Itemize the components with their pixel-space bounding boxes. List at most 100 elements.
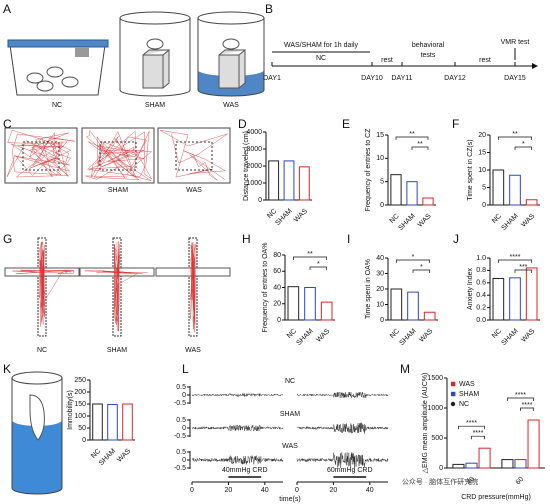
- cylinder: [197, 18, 265, 97]
- label: DAY11: [391, 75, 412, 82]
- label: 20: [330, 487, 338, 494]
- bar: [304, 287, 316, 321]
- label: 0: [295, 487, 299, 494]
- legend-marker: [451, 381, 456, 387]
- significance-bracket: [395, 259, 431, 263]
- label: 0: [182, 425, 186, 432]
- bar: [390, 288, 403, 321]
- label: SHAM: [108, 187, 128, 194]
- label: SHAM: [295, 328, 314, 347]
- emg-trace: [191, 392, 284, 398]
- label: 0.2: [476, 304, 486, 311]
- label: B: [265, 2, 273, 16]
- track: [160, 130, 228, 181]
- arena: [4, 127, 78, 184]
- label: 1.0: [476, 255, 486, 262]
- label: SHAM: [274, 208, 293, 227]
- label: 0.8: [476, 267, 486, 274]
- label: NC: [37, 347, 47, 354]
- cylinder-top: [11, 371, 63, 385]
- emg-trace: [296, 422, 389, 434]
- label: DAY15: [504, 75, 526, 82]
- label: 40: [261, 487, 269, 494]
- bar: [492, 169, 505, 206]
- emg-trace: [296, 391, 389, 399]
- bar: [509, 277, 521, 321]
- label: E: [342, 117, 350, 131]
- label: 40: [466, 476, 477, 487]
- bar: [527, 419, 540, 469]
- arrow: [532, 63, 538, 69]
- feeder: [75, 47, 89, 57]
- emg-trace: [191, 424, 284, 432]
- label: 0: [439, 465, 443, 472]
- significance-bracket: [411, 146, 429, 150]
- label: WAS: [418, 328, 434, 344]
- label: WAS: [116, 448, 132, 464]
- label: 0.5: [176, 417, 186, 424]
- label: 1000: [427, 405, 443, 412]
- label: NC: [90, 448, 102, 460]
- label: 200: [74, 389, 86, 396]
- label: C: [3, 117, 12, 131]
- label: WAS: [315, 328, 331, 344]
- cylinder: [119, 18, 191, 97]
- bar: [320, 301, 333, 321]
- label: NC: [36, 187, 46, 194]
- label: *: [412, 254, 415, 261]
- significance-bracket: [520, 407, 534, 411]
- label: 20: [478, 132, 486, 139]
- label: **: [512, 131, 518, 138]
- bar: [525, 199, 538, 206]
- label: 20: [225, 487, 233, 494]
- mouse: [46, 66, 64, 78]
- label: WAS: [282, 443, 298, 450]
- label: 10: [376, 301, 384, 308]
- label: NC: [389, 328, 401, 340]
- closed-arm: [37, 237, 47, 337]
- significance-bracket: [412, 269, 431, 273]
- label: SHAM: [500, 213, 519, 232]
- label: ****: [473, 430, 484, 437]
- label: Immobility(s): [67, 390, 74, 430]
- label: NC: [52, 102, 62, 109]
- mouse: [36, 80, 54, 92]
- label: 10: [376, 155, 384, 162]
- label: NC: [285, 378, 295, 385]
- label: rest: [381, 57, 393, 64]
- bar: [107, 403, 118, 441]
- label: 30: [376, 270, 384, 277]
- label: 1000: [246, 180, 262, 187]
- label: 15: [376, 132, 384, 139]
- cylinder-top: [197, 11, 265, 25]
- label: WAS: [293, 208, 309, 224]
- label: 0: [380, 317, 384, 324]
- label: *: [317, 261, 320, 268]
- label: Frequency of entries to OA%: [262, 243, 269, 333]
- label: K: [3, 362, 11, 376]
- label: 20: [376, 286, 384, 293]
- label: WAS/SHAM for 1h daily: [284, 42, 359, 49]
- track: [190, 241, 197, 333]
- label: ****: [515, 392, 526, 399]
- label: *: [420, 264, 423, 271]
- label: ****: [466, 420, 477, 427]
- label: 0: [182, 392, 186, 399]
- label: 20: [273, 301, 281, 308]
- label: 500: [431, 435, 443, 442]
- label: WAS: [186, 187, 202, 194]
- label: SHAM: [459, 391, 479, 398]
- emg-trace: [296, 452, 389, 469]
- cylinder-top: [119, 11, 191, 25]
- label: ****: [510, 254, 521, 261]
- label: **: [409, 131, 415, 138]
- label: Time spent in OA%: [365, 259, 372, 319]
- bar: [390, 174, 402, 206]
- label: NC: [491, 328, 503, 340]
- label: NC: [266, 208, 278, 220]
- significance-bracket: [497, 259, 533, 263]
- track: [84, 241, 148, 332]
- label: SHAM: [98, 448, 117, 467]
- label: 60: [273, 268, 281, 275]
